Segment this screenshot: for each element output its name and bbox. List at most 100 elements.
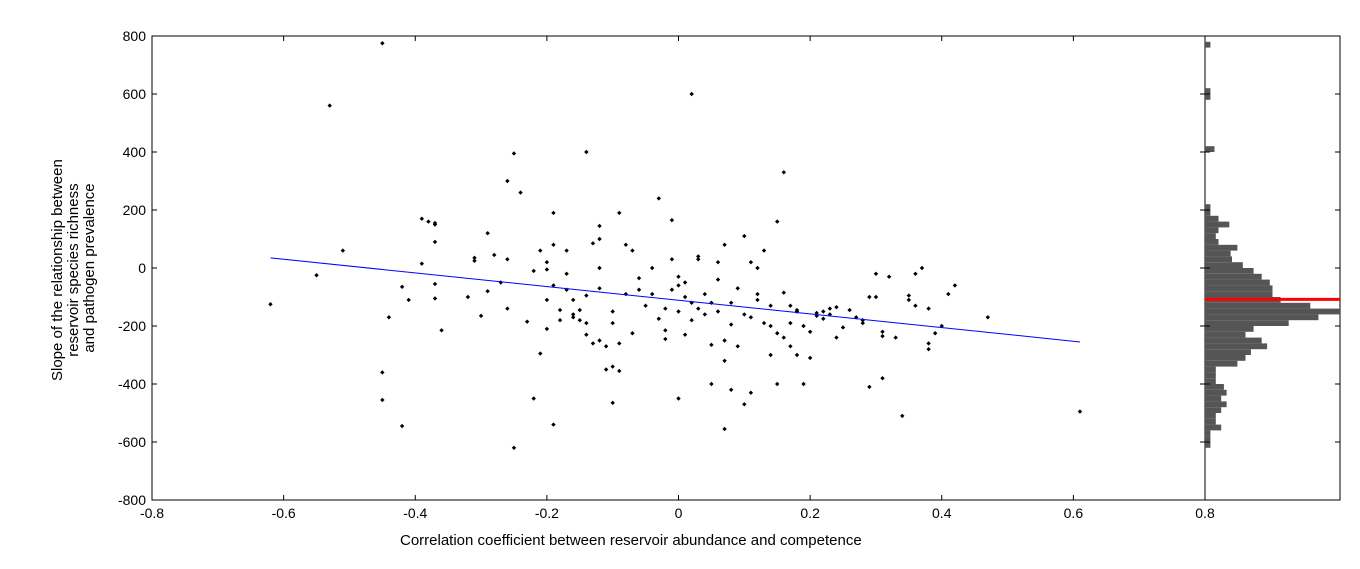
- scatter-point: [603, 367, 609, 372]
- scatter-point: [649, 291, 655, 297]
- scatter-point: [505, 178, 510, 184]
- scatter-point: [485, 289, 490, 294]
- histogram-bar: [1205, 337, 1262, 344]
- scatter-point: [676, 309, 681, 314]
- scatter-point: [761, 320, 767, 326]
- scatter-point: [571, 297, 576, 303]
- scatter-point: [584, 293, 589, 298]
- scatter-point: [531, 268, 536, 274]
- scatter-point: [571, 312, 576, 317]
- scatter-point: [465, 294, 471, 300]
- scatter-point: [610, 320, 615, 326]
- y-tick-label: 800: [123, 28, 147, 44]
- scatter-point: [610, 364, 615, 369]
- histogram-bar: [1205, 401, 1227, 408]
- scatter-point: [584, 320, 589, 326]
- y-axis-label-line-2: reservoir species richness: [65, 183, 82, 356]
- scatter-point: [696, 306, 701, 311]
- scatter-point: [551, 283, 556, 288]
- scatter-point: [656, 316, 661, 321]
- scatter-point: [636, 275, 642, 281]
- histogram-axes: [1204, 35, 1341, 501]
- histogram-bar: [1205, 204, 1211, 210]
- scatter-point: [656, 196, 661, 201]
- scatter-point: [689, 318, 694, 323]
- scatter-point: [617, 341, 622, 346]
- x-axis-label: Correlation coefficient between reservoi…: [400, 532, 862, 549]
- y-tick-label: -800: [118, 492, 146, 508]
- scatter-point: [564, 248, 569, 253]
- histogram-bar: [1205, 395, 1222, 402]
- scatter-point: [419, 216, 425, 221]
- x-tick-label: -0.8: [140, 505, 164, 521]
- x-tick-label: -0.4: [403, 505, 427, 521]
- scatter-point: [472, 255, 477, 261]
- scatter-point: [524, 319, 530, 324]
- scatter-point: [643, 303, 648, 308]
- y-tick-label: 600: [123, 86, 147, 102]
- scatter-point: [735, 286, 740, 291]
- scatter-point: [478, 313, 484, 319]
- scatter-point: [807, 355, 813, 361]
- scatter-point: [544, 267, 550, 272]
- histogram-bar: [1205, 308, 1340, 315]
- scatter-point: [807, 329, 813, 334]
- histogram-bar: [1205, 430, 1211, 437]
- scatter-point: [709, 381, 714, 387]
- scatter-point: [781, 290, 786, 295]
- scatter-point: [768, 323, 773, 329]
- histogram-bar: [1205, 302, 1311, 309]
- y-tick-label: -200: [118, 318, 146, 334]
- scatter-point: [880, 329, 885, 334]
- histogram-bar: [1205, 215, 1219, 222]
- scatter-point: [399, 423, 405, 429]
- scatter-point: [742, 233, 747, 239]
- scatter-point: [676, 274, 681, 279]
- scatter-point: [663, 328, 668, 333]
- scatter-point: [755, 297, 760, 303]
- histogram-bar: [1205, 407, 1222, 413]
- histogram-ticks: [1205, 35, 1340, 501]
- scatter-point: [696, 257, 701, 262]
- histogram-bar: [1205, 41, 1211, 48]
- scatter-point: [913, 271, 918, 276]
- scatter-point: [544, 260, 550, 265]
- scatter-point: [794, 307, 800, 313]
- scatter-point: [439, 328, 444, 333]
- histogram-bars: [1205, 41, 1340, 448]
- scatter-point: [617, 210, 622, 216]
- scatter-point: [926, 341, 931, 346]
- scatter-point: [623, 291, 629, 297]
- histogram-bar: [1205, 273, 1262, 280]
- histogram-bar: [1205, 285, 1273, 292]
- histogram-bar: [1205, 418, 1216, 425]
- x-tick-label: -0.6: [272, 505, 296, 521]
- scatter-point: [682, 294, 688, 300]
- scatter-point: [406, 297, 411, 303]
- scatter-point: [623, 242, 629, 247]
- scatter-point: [814, 310, 819, 316]
- histogram-bar: [1205, 268, 1254, 274]
- scatter-point: [630, 248, 635, 253]
- scatter-point: [715, 260, 721, 265]
- scatter-point: [689, 91, 694, 97]
- scatter-point: [748, 260, 754, 265]
- scatter-point: [748, 315, 754, 320]
- scatter-point: [867, 294, 872, 300]
- x-tick-label: -0.2: [535, 505, 559, 521]
- scatter-point: [696, 254, 701, 259]
- scatter-point: [768, 352, 773, 358]
- x-tick-label: 0.4: [932, 505, 952, 521]
- scatter-point: [571, 315, 576, 320]
- scatter-point: [722, 358, 727, 363]
- histogram-bar: [1205, 146, 1215, 152]
- histogram-bar: [1205, 291, 1273, 297]
- scatter-point: [847, 307, 852, 313]
- scatter-point: [268, 302, 273, 307]
- scatter-point: [511, 445, 517, 450]
- scatter-point: [788, 320, 793, 326]
- scatter-points: [268, 41, 1083, 450]
- y-tick-label: -600: [118, 434, 146, 450]
- scatter-point: [755, 265, 760, 271]
